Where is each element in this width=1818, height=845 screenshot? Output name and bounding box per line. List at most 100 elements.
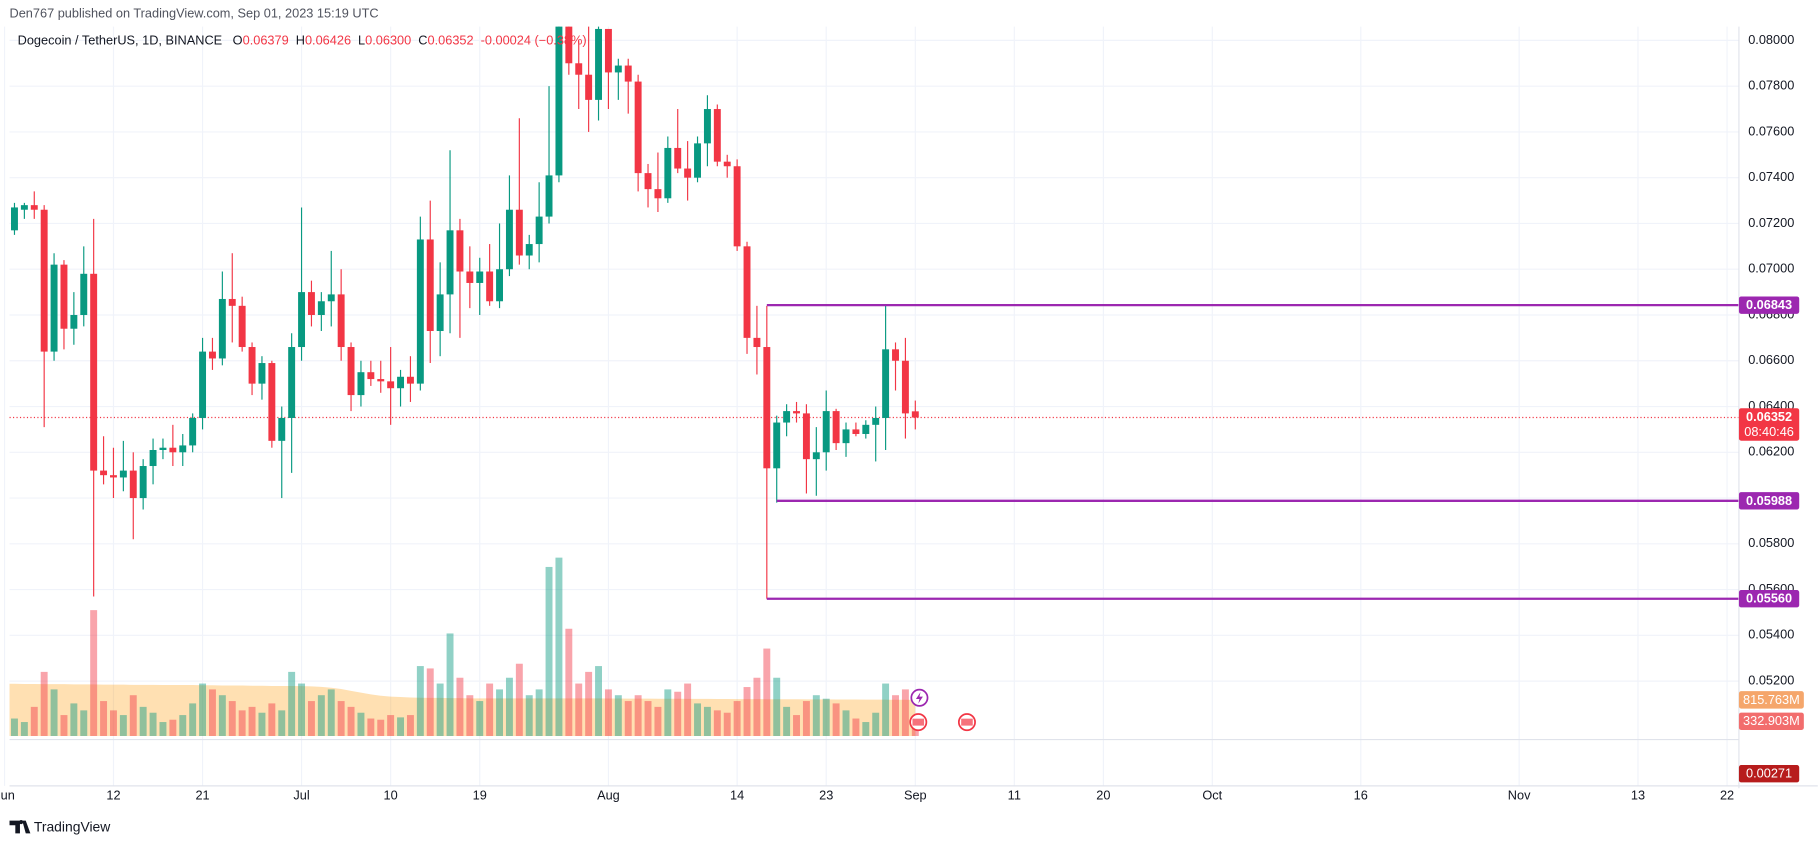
high-value: 0.06426 [305, 33, 351, 48]
volume-bar [416, 666, 424, 737]
volume-bar [288, 671, 296, 737]
volume-bar [387, 715, 395, 737]
volume-bar [258, 712, 266, 737]
y-tick-label: 0.07000 [1748, 261, 1794, 276]
candle-body [70, 314, 78, 329]
candle-body [496, 269, 504, 302]
y-tick-label: 0.06600 [1748, 352, 1794, 367]
volume-bar [11, 718, 18, 737]
x-tick-label: 11 [1008, 788, 1021, 803]
candle-body [822, 411, 830, 453]
x-tick-label: 13 [1631, 788, 1645, 803]
volume-bar [317, 695, 325, 737]
volume-bar [862, 722, 870, 737]
change-value: -0.00024 (−0.38%) [481, 33, 587, 48]
candle-body [575, 63, 583, 75]
volume-bar [753, 677, 761, 737]
candle-body [555, 26, 563, 176]
candle-body [694, 143, 701, 178]
volume-bar [307, 701, 315, 737]
volume-badge [1738, 712, 1804, 730]
candle-body [357, 372, 365, 396]
y-tick-label: 0.08000 [1748, 32, 1794, 47]
volume-bar [486, 683, 494, 737]
y-tick-label: 0.06200 [1748, 444, 1794, 459]
candle-body [228, 298, 236, 306]
volume-bar [585, 671, 593, 737]
candle-body [60, 264, 68, 329]
candle-body [684, 168, 692, 178]
candle-body [159, 447, 167, 451]
candle-body [100, 470, 108, 476]
candle-body [664, 147, 672, 199]
event-icons [909, 688, 976, 732]
candle-body [436, 294, 444, 332]
candle-body [139, 466, 147, 499]
volume-bar [327, 689, 335, 737]
volume-bar [109, 710, 117, 737]
candle-body [486, 271, 494, 302]
candle-body [674, 147, 682, 169]
candle-body [802, 413, 810, 460]
candle-body [733, 166, 741, 247]
candle-body [248, 347, 256, 384]
candle-body [545, 175, 553, 217]
volume-bar [208, 689, 216, 737]
symbol-legend: Dogecoin / TetherUS, 1D, BINANCE O0.0637… [18, 33, 587, 48]
volume-label: 815.763M [1743, 692, 1800, 707]
candle-body [713, 109, 721, 162]
candle-body [426, 239, 434, 332]
volume-bar [466, 695, 474, 737]
volume-bar [793, 715, 800, 737]
candle-body [327, 294, 335, 302]
candle-body [595, 28, 602, 100]
candle-body [377, 379, 385, 382]
volume-bar [248, 706, 256, 737]
volume-bar [565, 628, 573, 737]
candle-body [456, 230, 464, 272]
x-tick-label: Jul [293, 788, 309, 803]
candle-body [406, 376, 414, 384]
candle-body [109, 475, 117, 478]
x-tick-label: Jun [0, 788, 15, 803]
open-value: 0.06379 [243, 33, 289, 48]
volume-bar [783, 706, 791, 737]
volume-bar [476, 701, 484, 737]
volume-bar [169, 719, 177, 737]
price-label: 0.06352 [1746, 409, 1792, 424]
volume-bar [872, 712, 880, 737]
indicator-badge [1738, 765, 1800, 783]
volume-bar [298, 683, 306, 737]
volume-bar [505, 677, 513, 737]
event-icon-glyph [961, 718, 973, 726]
volume-bar [238, 710, 246, 737]
volume-bar [694, 703, 701, 737]
level-label: 0.06843 [1746, 297, 1792, 312]
volume-bar [179, 715, 187, 737]
volume-ma-area [9, 683, 916, 737]
volume-bar [614, 695, 622, 737]
candle-body [842, 429, 850, 444]
volume-bar [496, 689, 504, 737]
volume-bar [337, 701, 345, 737]
brand: TradingView [34, 818, 111, 834]
volume-bar [654, 706, 662, 737]
volume-bar [832, 703, 840, 737]
volume-bar [812, 695, 820, 737]
x-tick-label: 22 [1720, 788, 1734, 803]
candle-body [901, 360, 909, 414]
candle-body [882, 349, 890, 418]
volume-bar [278, 710, 286, 737]
candle-body [119, 470, 127, 478]
volume-badge [1738, 691, 1804, 709]
open-label: O [233, 33, 243, 48]
candle-body [337, 294, 345, 348]
volume-bar [684, 683, 692, 737]
candle-body [703, 109, 711, 144]
candle-body [169, 447, 177, 453]
candle-body [604, 28, 612, 73]
plot-area [9, 26, 1739, 737]
candle-body [654, 189, 662, 199]
candle-body [199, 351, 207, 418]
